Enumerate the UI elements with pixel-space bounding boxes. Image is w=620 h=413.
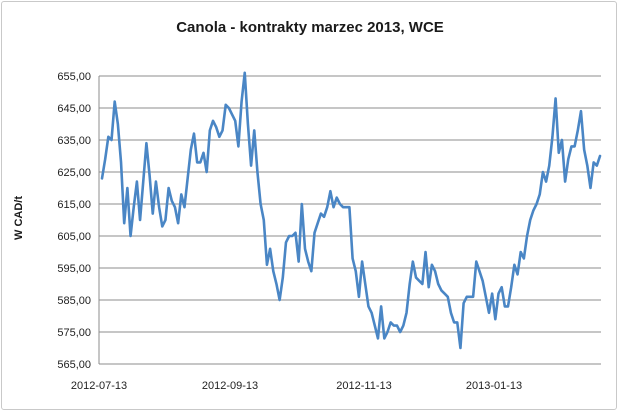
x-tick-label: 2012-11-13: [336, 380, 391, 392]
y-tick-label: 615,00: [57, 199, 91, 211]
y-tick-label: 635,00: [57, 135, 91, 147]
y-tick-label: 565,00: [57, 359, 91, 371]
y-tick-label: 605,00: [57, 231, 91, 243]
x-tick-label: 2012-07-13: [71, 380, 127, 392]
x-tick-label: 2013-01-13: [466, 380, 522, 392]
y-tick-label: 655,00: [57, 71, 91, 83]
price-series-line: [100, 71, 602, 350]
x-tick-label: 2012-09-13: [202, 380, 258, 392]
x-tick-labels: 2012-07-13 2012-09-13 2012-11-13 2013-01-13: [71, 380, 522, 392]
series-layer: [100, 71, 602, 350]
y-tick-labels: 565,00 575,00 585,00 595,00 605,00 615,00 625,…: [57, 71, 91, 371]
chart-title: Canola - kontrakty marzec 2013, WCE: [176, 19, 444, 36]
y-tick-label: 625,00: [57, 167, 91, 179]
y-tick-label: 645,00: [57, 103, 91, 115]
axis-layer: [98, 76, 601, 365]
y-tick-label: 585,00: [57, 295, 91, 307]
y-tick-label: 575,00: [57, 327, 91, 339]
y-tick-label: 595,00: [57, 263, 91, 275]
